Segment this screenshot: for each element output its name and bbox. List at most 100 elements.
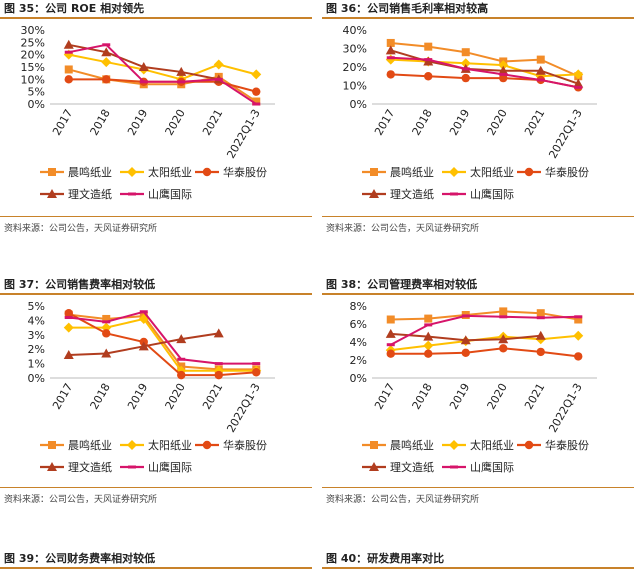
data-point bbox=[498, 334, 509, 344]
legend-marker bbox=[128, 192, 136, 196]
data-point bbox=[101, 322, 112, 333]
series-line bbox=[68, 317, 257, 372]
legend-marker bbox=[47, 462, 57, 471]
legend-label: 理文造纸 bbox=[68, 187, 112, 201]
data-point bbox=[386, 38, 395, 47]
data-point bbox=[573, 69, 584, 80]
y-tick-label: 30% bbox=[21, 24, 45, 37]
title-rule bbox=[322, 293, 634, 295]
legend-label: 理文造纸 bbox=[68, 460, 112, 474]
data-point bbox=[499, 344, 508, 353]
data-point bbox=[177, 80, 186, 84]
x-tick-label: 2021 bbox=[522, 381, 547, 412]
data-point bbox=[139, 80, 148, 84]
data-point bbox=[573, 78, 584, 88]
legend-marker bbox=[369, 189, 379, 198]
legend-label: 山鹰国际 bbox=[148, 187, 192, 201]
y-tick-label: 3% bbox=[28, 329, 45, 342]
data-point bbox=[176, 334, 187, 344]
legend-marker bbox=[524, 440, 534, 450]
data-point bbox=[252, 87, 261, 96]
x-tick-label: 2017 bbox=[372, 107, 397, 138]
chart-title: 图 38：公司管理费率相对较低 bbox=[326, 278, 478, 291]
series-line bbox=[390, 334, 579, 352]
data-point bbox=[574, 315, 583, 324]
y-tick-label: 4% bbox=[28, 314, 45, 327]
data-point bbox=[138, 313, 149, 324]
series-5 bbox=[386, 314, 583, 347]
y-tick-label: 6% bbox=[350, 318, 367, 331]
data-point bbox=[252, 362, 261, 366]
legend-marker bbox=[370, 168, 378, 176]
data-point bbox=[214, 362, 223, 366]
data-point bbox=[63, 349, 74, 359]
legend-marker bbox=[47, 189, 57, 198]
data-point bbox=[101, 47, 112, 57]
data-point bbox=[498, 65, 509, 75]
x-tick-label: 2019 bbox=[125, 107, 150, 138]
legend-marker bbox=[202, 440, 212, 450]
legend-marker bbox=[127, 167, 137, 177]
chart-panel-gross-margin: 图 36：公司销售毛利率相对较高 0% 10% 20% 30% 40% 2017 2018 2… bbox=[322, 0, 634, 240]
series-line bbox=[68, 313, 257, 371]
title-rule bbox=[322, 17, 634, 19]
data-point bbox=[177, 370, 186, 380]
data-point bbox=[63, 39, 74, 49]
data-point bbox=[461, 314, 470, 318]
data-point bbox=[499, 315, 508, 319]
data-point bbox=[536, 78, 545, 82]
chart-svg: 0%2%4%6%8%2017 2018 2019 2020 20212022Q1-3晨鸣… bbox=[350, 300, 597, 474]
y-tick-label: 20% bbox=[343, 61, 367, 74]
legend-marker bbox=[127, 440, 137, 450]
y-tick-label: 20% bbox=[21, 49, 45, 62]
data-point bbox=[574, 85, 583, 89]
legend-label: 华泰股份 bbox=[223, 165, 267, 179]
legend-label: 山鹰国际 bbox=[148, 460, 192, 474]
data-point bbox=[499, 73, 508, 83]
data-point bbox=[101, 348, 112, 358]
y-tick-label: 25% bbox=[21, 36, 45, 49]
legend-label: 太阳纸业 bbox=[148, 166, 192, 179]
title-rule bbox=[0, 17, 312, 19]
y-tick-label: 5% bbox=[28, 300, 45, 313]
data-point bbox=[64, 75, 73, 84]
x-tick-label: 2021 bbox=[200, 107, 225, 138]
y-tick-label: 40% bbox=[343, 24, 367, 37]
data-point bbox=[102, 314, 111, 323]
x-tick-label: 2020 bbox=[485, 107, 510, 138]
legend-label: 山鹰国际 bbox=[470, 187, 514, 201]
data-point bbox=[461, 73, 470, 83]
figure-39-rule bbox=[0, 567, 312, 569]
data-point bbox=[252, 97, 261, 106]
y-tick-label: 15% bbox=[21, 61, 45, 74]
data-point bbox=[536, 309, 545, 318]
series-line bbox=[68, 68, 257, 103]
x-tick-label: 2019 bbox=[447, 107, 472, 138]
series-3 bbox=[386, 344, 583, 361]
x-tick-label: 2018 bbox=[88, 107, 113, 138]
x-tick-label: 2020 bbox=[485, 381, 510, 412]
series-3 bbox=[386, 70, 583, 92]
legend-marker bbox=[370, 441, 378, 449]
data-point bbox=[214, 370, 223, 380]
series-line bbox=[390, 314, 579, 346]
legend-label: 晨鸣纸业 bbox=[68, 438, 112, 452]
y-tick-label: 0% bbox=[350, 98, 367, 111]
data-point bbox=[138, 62, 149, 71]
legend-label: 太阳纸业 bbox=[148, 439, 192, 452]
chart-panel-roe: 图 35：公司 ROE 相对领先 0% 5% 10% 15% 20% 25% 30% 2017… bbox=[0, 0, 312, 240]
x-tick-label: 2017 bbox=[372, 381, 397, 412]
data-point bbox=[535, 65, 546, 75]
y-tick-label: 2% bbox=[350, 354, 367, 367]
y-tick-label: 1% bbox=[28, 358, 45, 371]
x-tick-label: 2018 bbox=[410, 107, 435, 138]
data-point bbox=[424, 314, 433, 323]
chart-title: 图 36：公司销售毛利率相对较高 bbox=[326, 2, 489, 15]
data-point bbox=[386, 315, 395, 324]
legend-marker bbox=[449, 167, 459, 177]
data-point bbox=[536, 347, 545, 357]
series-5 bbox=[386, 56, 583, 89]
data-point bbox=[102, 329, 111, 338]
y-tick-label: 0% bbox=[350, 372, 367, 385]
